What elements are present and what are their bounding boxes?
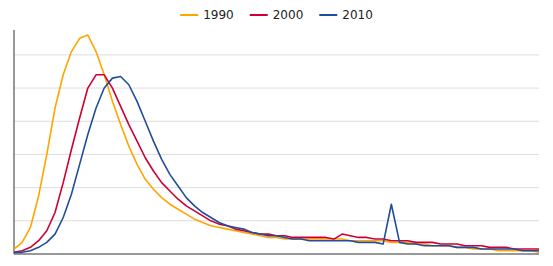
legend-item: 2000 bbox=[250, 8, 304, 22]
legend-swatch bbox=[319, 14, 337, 16]
grid-line bbox=[14, 154, 539, 155]
grid-line bbox=[14, 187, 539, 188]
series-line bbox=[14, 76, 539, 252]
legend-item: 2010 bbox=[319, 8, 373, 22]
series-group bbox=[14, 35, 539, 252]
series-line bbox=[14, 75, 539, 253]
x-axis-line bbox=[14, 254, 539, 255]
legend-label: 1990 bbox=[203, 8, 234, 22]
legend: 1990 2000 2010 bbox=[180, 8, 373, 22]
legend-item: 1990 bbox=[180, 8, 234, 22]
legend-swatch bbox=[250, 14, 268, 16]
legend-label: 2000 bbox=[273, 8, 304, 22]
grid-line bbox=[14, 54, 539, 55]
grid-line bbox=[14, 220, 539, 221]
series-line bbox=[14, 35, 539, 252]
legend-label: 2010 bbox=[342, 8, 373, 22]
grid-line bbox=[14, 88, 539, 89]
chart: 1990 2000 2010 bbox=[0, 0, 553, 266]
y-axis-line bbox=[14, 30, 15, 254]
legend-swatch bbox=[180, 14, 198, 16]
